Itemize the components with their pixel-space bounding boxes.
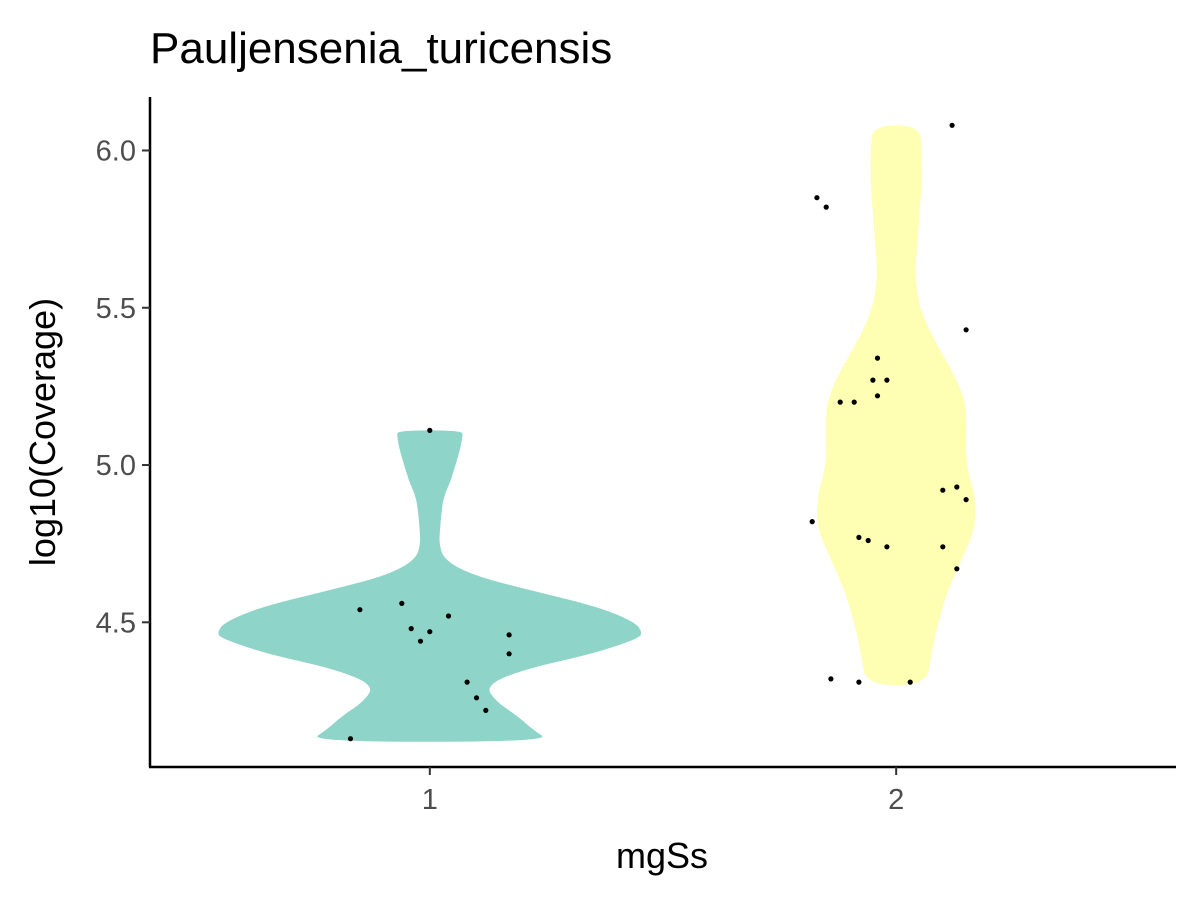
points-group xyxy=(347,122,969,742)
data-point-2-22 xyxy=(907,679,913,685)
data-point-2-18 xyxy=(940,544,946,550)
violins-group xyxy=(218,125,976,742)
data-point-2-1 xyxy=(949,122,955,128)
data-point-2-16 xyxy=(865,537,871,544)
data-point-1-1 xyxy=(347,736,354,742)
data-point-2-14 xyxy=(809,519,815,525)
y-tick-label-4: 6.0 xyxy=(96,135,136,167)
data-point-2-12 xyxy=(940,487,946,493)
data-point-2-10 xyxy=(851,399,857,405)
data-point-2-2 xyxy=(814,195,820,201)
x-axis-title: mgSs xyxy=(616,835,708,876)
data-point-1-13 xyxy=(427,427,433,433)
data-point-1-10 xyxy=(483,707,489,714)
y-tick-label-2: 5.0 xyxy=(96,450,136,482)
violin-2 xyxy=(816,125,976,686)
y-axis-ticks: 4.5 5.0 5.5 6.0 xyxy=(96,135,150,639)
violin-1 xyxy=(218,430,642,742)
data-point-2-11 xyxy=(954,484,960,490)
x-tick-label-1: 1 xyxy=(422,784,438,816)
y-axis-title: log10(Coverage) xyxy=(22,298,63,566)
data-point-1-9 xyxy=(473,695,480,701)
x-tick-label-2: 2 xyxy=(888,784,904,816)
y-tick-label-1: 4.5 xyxy=(96,607,136,639)
data-point-2-5 xyxy=(874,355,881,361)
data-point-2-7 xyxy=(884,377,890,383)
data-point-2-15 xyxy=(856,534,862,541)
data-point-1-3 xyxy=(399,600,405,607)
data-point-2-3 xyxy=(823,204,829,210)
data-point-1-11 xyxy=(506,632,512,638)
chart-title: Pauljensenia_turicensis xyxy=(150,24,612,73)
data-point-1-6 xyxy=(427,629,433,635)
data-point-2-20 xyxy=(828,676,834,682)
data-point-2-4 xyxy=(963,327,969,333)
data-point-1-8 xyxy=(464,679,470,685)
data-point-2-13 xyxy=(963,497,969,503)
data-point-2-6 xyxy=(870,377,876,383)
data-point-2-9 xyxy=(837,399,843,405)
data-point-1-12 xyxy=(506,651,512,657)
data-point-1-2 xyxy=(357,607,363,613)
data-point-2-19 xyxy=(954,566,960,572)
data-point-2-8 xyxy=(874,393,881,399)
data-point-1-7 xyxy=(445,613,452,619)
data-point-1-5 xyxy=(417,638,424,644)
y-tick-label-3: 5.5 xyxy=(96,293,136,325)
data-point-2-21 xyxy=(856,679,862,685)
data-point-1-4 xyxy=(408,626,414,632)
data-point-2-17 xyxy=(884,544,890,550)
